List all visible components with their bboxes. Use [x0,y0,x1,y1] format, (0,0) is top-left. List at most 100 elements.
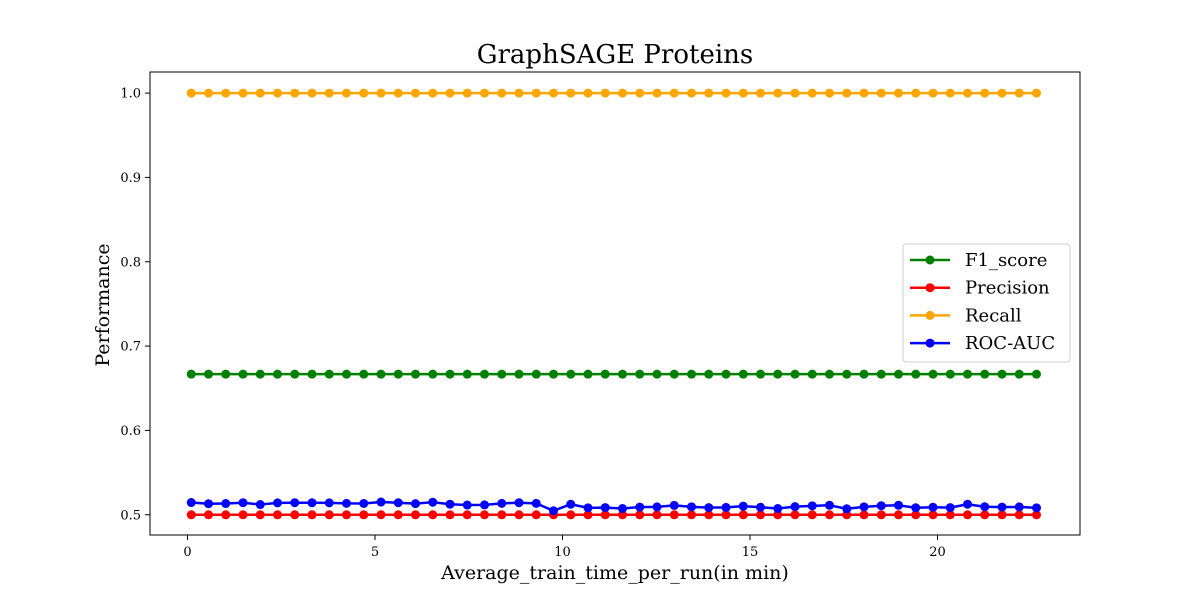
data-point-roc-auc [307,498,317,508]
data-point-f1-score [307,369,317,379]
data-point-recall [359,88,369,98]
y-axis-label: Performance [92,243,114,366]
data-point-f1-score [342,369,351,379]
data-point-f1-score [273,369,282,379]
data-point-roc-auc [238,498,248,508]
data-point-precision [480,510,489,520]
data-point-precision [945,510,955,520]
data-point-f1-score [842,369,852,379]
data-point-roc-auc [687,502,696,512]
data-point-precision [980,510,990,520]
data-point-f1-score [359,369,369,379]
data-point-recall [894,88,903,98]
data-point-roc-auc [1032,503,1041,513]
chart-title: GraphSAGE Proteins [477,40,754,70]
data-point-f1-score [566,369,576,379]
data-point-f1-score [894,369,903,379]
legend-marker [925,255,935,265]
data-point-precision [186,510,196,520]
legend-label: Precision [965,278,1050,299]
data-point-precision [859,510,869,520]
series-f1-score [186,369,1041,379]
legend-box [902,243,1071,363]
data-point-recall [376,88,386,98]
data-point-precision [825,510,834,520]
data-point-roc-auc [324,498,334,508]
data-point-recall [186,88,196,98]
data-point-f1-score [669,369,679,379]
data-point-roc-auc [876,501,886,511]
data-point-roc-auc [445,499,455,509]
data-point-f1-score [514,369,524,379]
legend-label: Recall [965,305,1022,326]
data-point-f1-score [480,369,489,379]
data-point-recall [721,88,731,98]
data-point-precision [704,510,714,520]
data-point-f1-score [531,369,541,379]
data-point-f1-score [1014,369,1024,379]
data-point-recall [238,88,248,98]
y-tick-label: 1.0 [120,87,141,102]
data-point-recall [566,88,576,98]
data-point-f1-score [204,369,213,379]
data-point-roc-auc [652,502,662,512]
series-roc-auc [186,497,1041,516]
data-point-roc-auc [997,502,1007,512]
data-point-f1-score [997,369,1007,379]
x-tick-label: 15 [742,545,759,560]
data-point-roc-auc [411,499,420,509]
data-point-recall [445,88,455,98]
data-point-precision [635,510,645,520]
legend-marker [925,283,935,293]
series-recall [186,88,1041,98]
data-point-roc-auc [945,503,955,513]
data-point-precision [428,510,438,520]
data-point-f1-score [704,369,714,379]
data-point-recall [928,88,938,98]
data-point-roc-auc [618,504,627,514]
data-point-recall [652,88,662,98]
data-point-f1-score [790,369,800,379]
data-point-roc-auc [1014,502,1024,512]
y-tick-label: 0.5 [120,508,141,523]
data-point-precision [928,510,938,520]
data-point-roc-auc [204,499,213,509]
data-point-recall [807,88,817,98]
data-point-roc-auc [583,503,593,513]
data-point-recall [221,88,231,98]
data-point-f1-score [807,369,817,379]
data-point-recall [204,88,213,98]
series-line-roc-auc [191,500,1037,513]
data-point-precision [894,510,903,520]
legend: F1_score Precision Recall ROC-AUC [902,243,1071,363]
data-point-recall [497,88,507,98]
data-point-roc-auc [928,502,938,512]
data-point-precision [307,510,317,520]
data-point-recall [704,88,714,98]
data-point-roc-auc [221,499,231,509]
data-point-roc-auc [738,501,748,511]
data-point-f1-score [738,369,748,379]
data-point-roc-auc [790,502,800,512]
data-point-recall [911,88,921,98]
data-point-f1-score [928,369,938,379]
data-point-f1-score [980,369,990,379]
legend-label: ROC-AUC [965,333,1055,354]
data-point-recall [393,88,403,98]
data-point-f1-score [687,369,696,379]
data-point-recall [342,88,351,98]
data-point-roc-auc [428,497,438,507]
data-point-recall [669,88,679,98]
data-point-precision [290,510,300,520]
data-point-roc-auc [773,504,783,514]
data-point-recall [635,88,645,98]
data-point-roc-auc [376,497,386,507]
data-point-precision [204,510,213,520]
data-point-precision [221,510,231,520]
data-point-recall [618,88,627,98]
data-point-precision [963,510,972,520]
data-point-f1-score [859,369,869,379]
data-point-recall [462,88,472,98]
data-point-f1-score [618,369,627,379]
